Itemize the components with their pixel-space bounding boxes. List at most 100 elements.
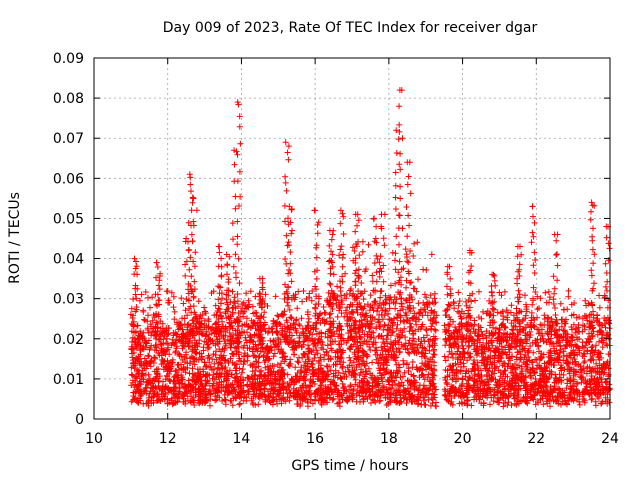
data-point xyxy=(188,273,195,280)
data-point xyxy=(467,353,474,360)
data-point xyxy=(502,367,509,374)
data-point xyxy=(399,135,406,142)
data-point xyxy=(432,299,439,306)
data-point xyxy=(513,356,520,363)
data-point xyxy=(232,205,239,212)
data-point xyxy=(528,309,535,316)
data-point xyxy=(447,275,454,282)
data-point xyxy=(524,331,531,338)
data-point xyxy=(554,262,561,269)
data-point xyxy=(187,181,194,188)
data-point xyxy=(261,359,268,365)
data-point xyxy=(565,287,572,294)
data-point xyxy=(186,246,192,253)
data-point xyxy=(216,243,223,250)
data-point xyxy=(415,400,422,407)
data-point xyxy=(235,323,242,330)
data-point xyxy=(459,376,466,383)
data-point xyxy=(392,169,399,176)
data-point xyxy=(427,292,434,299)
data-point xyxy=(313,275,320,282)
data-point xyxy=(234,241,241,248)
data-point xyxy=(589,233,596,240)
data-point xyxy=(237,140,244,147)
data-point xyxy=(312,207,319,214)
data-point xyxy=(392,194,399,201)
data-point xyxy=(529,229,536,236)
data-point xyxy=(593,360,600,367)
data-point xyxy=(198,355,205,362)
data-point xyxy=(378,287,385,294)
data-point xyxy=(171,316,178,323)
data-point xyxy=(330,395,337,402)
data-point xyxy=(561,327,568,334)
data-point xyxy=(190,195,197,202)
data-point xyxy=(300,288,307,294)
data-point xyxy=(433,312,440,319)
data-point xyxy=(347,382,354,389)
data-point xyxy=(256,353,263,360)
data-point xyxy=(589,343,596,350)
data-point xyxy=(433,319,440,326)
data-point xyxy=(173,331,180,338)
data-point xyxy=(315,219,322,226)
data-point xyxy=(230,263,237,270)
data-point xyxy=(155,282,162,289)
data-point xyxy=(396,258,403,265)
data-point xyxy=(221,338,228,344)
data-point xyxy=(367,292,374,299)
data-point xyxy=(557,343,564,350)
data-point xyxy=(421,291,428,298)
data-point xyxy=(496,358,503,365)
data-point xyxy=(334,313,341,320)
data-point xyxy=(298,315,305,322)
data-point xyxy=(291,351,298,358)
data-point xyxy=(282,218,288,225)
data-point xyxy=(131,255,138,262)
data-point xyxy=(405,349,412,356)
data-point xyxy=(542,289,549,296)
data-point xyxy=(456,298,463,305)
data-point xyxy=(403,204,410,210)
data-point xyxy=(455,289,462,296)
data-point xyxy=(141,317,148,324)
data-point xyxy=(282,256,289,262)
data-point xyxy=(359,347,366,354)
data-point xyxy=(272,293,279,300)
data-point xyxy=(182,272,189,279)
data-point xyxy=(267,337,274,344)
data-point xyxy=(273,328,280,335)
data-point xyxy=(278,360,284,367)
data-point xyxy=(175,336,182,343)
data-point xyxy=(178,295,185,302)
data-point xyxy=(288,278,295,285)
data-point xyxy=(556,326,563,333)
data-point xyxy=(602,379,609,386)
data-point xyxy=(555,400,562,407)
data-point xyxy=(209,356,216,363)
data-point xyxy=(231,161,238,168)
data-point xyxy=(287,260,294,267)
data-point xyxy=(339,263,346,270)
data-point xyxy=(415,300,422,307)
data-point xyxy=(360,340,366,347)
data-point xyxy=(480,308,486,315)
data-point xyxy=(242,334,249,341)
data-point xyxy=(286,266,293,273)
chart-title: Day 009 of 2023, Rate Of TEC Index for r… xyxy=(163,20,538,36)
data-point xyxy=(235,255,242,262)
data-point xyxy=(133,258,139,265)
data-point xyxy=(191,278,198,285)
data-point xyxy=(368,320,375,327)
data-point xyxy=(585,330,592,337)
data-point xyxy=(404,233,411,240)
data-point xyxy=(329,396,336,403)
data-point xyxy=(527,332,534,338)
data-point xyxy=(367,347,374,353)
data-point xyxy=(589,202,596,209)
data-point xyxy=(462,370,469,377)
data-point xyxy=(352,278,359,285)
data-point xyxy=(431,290,438,297)
data-point xyxy=(359,248,366,255)
data-point xyxy=(444,291,451,298)
